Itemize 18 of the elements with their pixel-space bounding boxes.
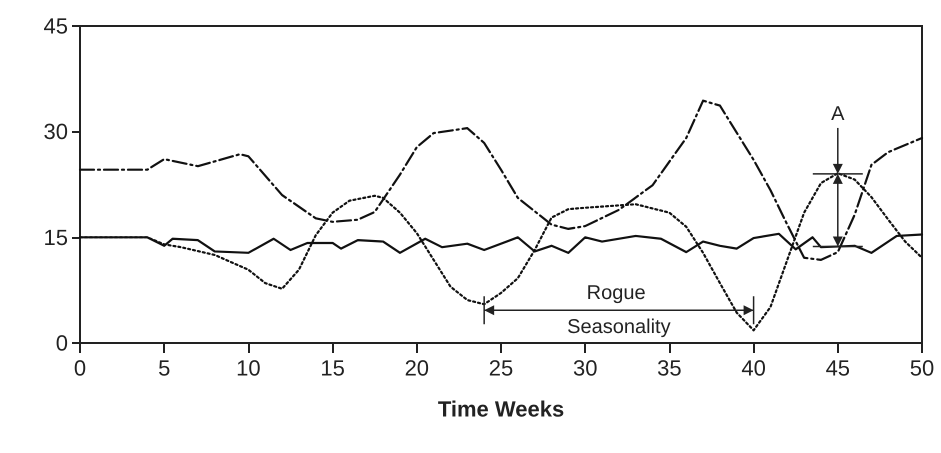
x-axis-title: Time Weeks	[438, 396, 564, 422]
y-tick-label: 45	[44, 14, 68, 38]
x-tick-label: 15	[320, 356, 345, 380]
x-tick-label: 0	[74, 356, 86, 380]
x-tick-label: 50	[910, 356, 934, 380]
y-tick-label: 0	[56, 330, 68, 356]
y-tick-label: 30	[44, 119, 68, 144]
x-tick-label: 35	[657, 356, 682, 380]
x-tick-label: 25	[488, 356, 514, 380]
annotation: Rogue Seasonality	[567, 282, 671, 338]
y-tick-label: 15	[44, 224, 68, 250]
x-tick-label: 40	[741, 356, 766, 380]
x-tick-label: 5	[158, 356, 170, 380]
x-tick-label: 45	[826, 356, 850, 380]
annotation: A	[831, 102, 846, 125]
x-tick-label: 10	[236, 356, 261, 380]
x-tick-label: 20	[404, 356, 430, 380]
x-tick-label: 30	[572, 356, 598, 380]
